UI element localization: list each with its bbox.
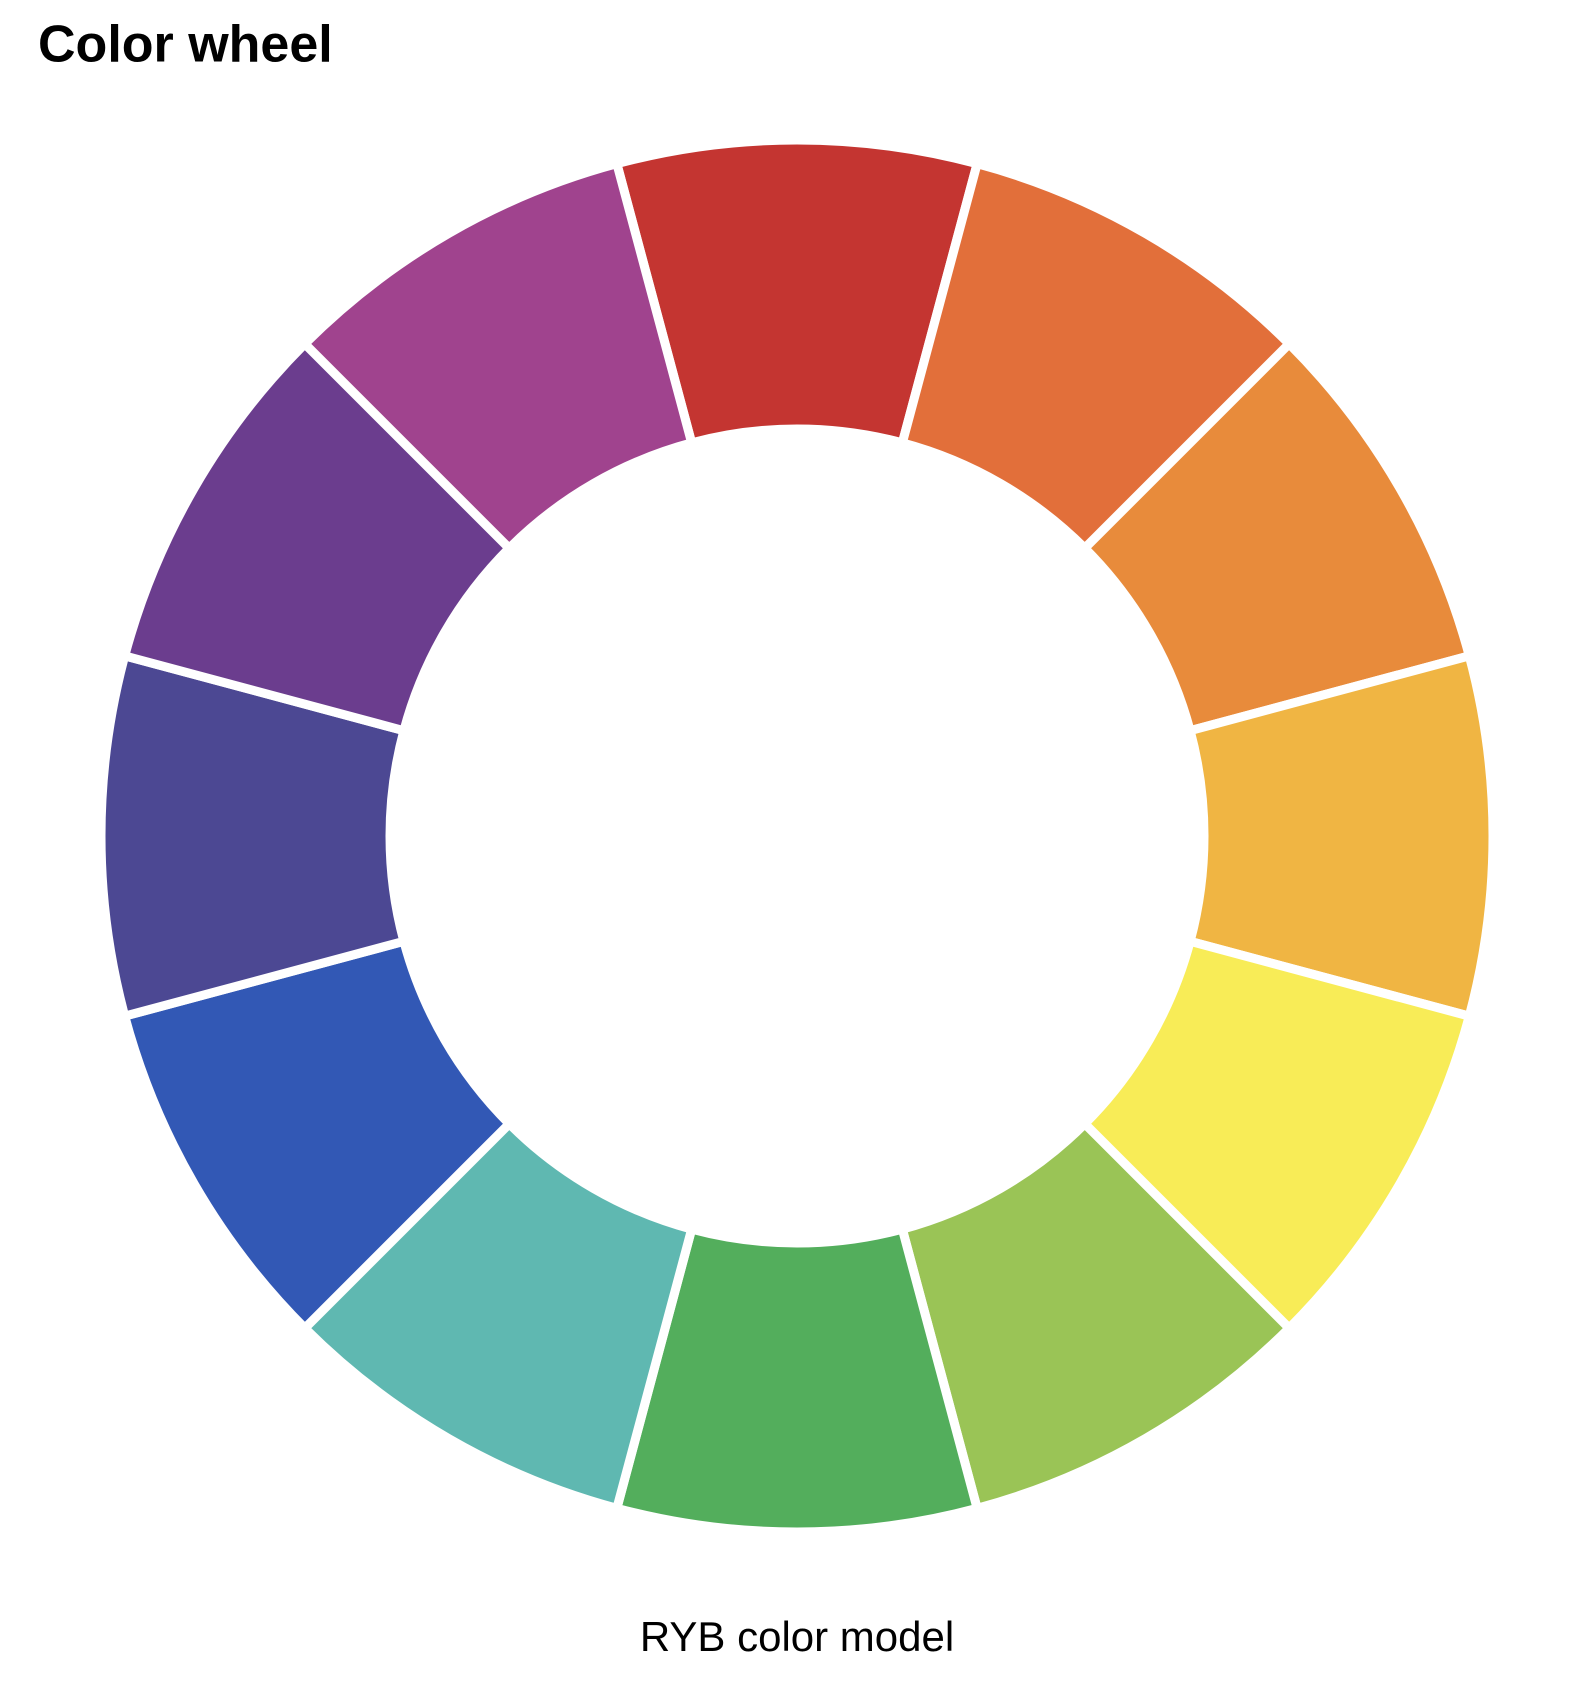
chart-caption: RYB color model [640,1613,954,1660]
wheel-segment [298,158,698,555]
chart-title: Color wheel [38,16,333,74]
wheel [96,135,1498,1537]
